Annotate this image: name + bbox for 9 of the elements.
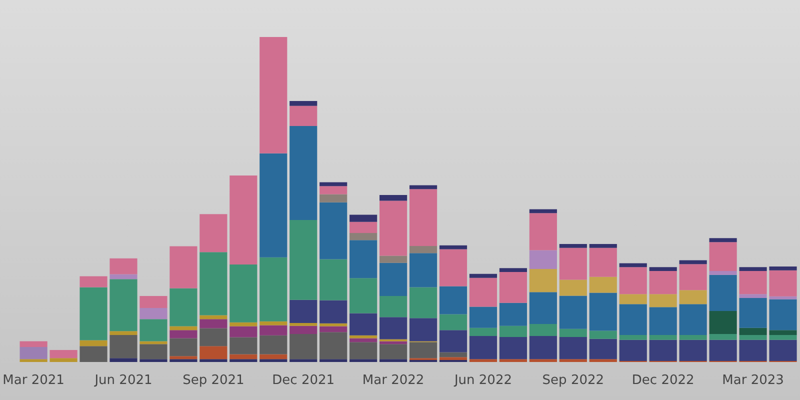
x-tick-label: Dec 2021 [272,373,335,388]
x-tick-label: Jun 2022 [453,373,512,388]
x-tick-label: Sep 2022 [542,373,604,388]
x-tick-label: Mar 2022 [362,373,424,388]
x-tick-label: Jun 2021 [94,373,152,388]
x-tick-label: Sep 2021 [182,373,244,388]
x-tick-label: Mar 2023 [722,373,784,388]
x-tick-label: Dec 2022 [632,373,694,388]
x-tick-label: Mar 2021 [2,373,64,388]
